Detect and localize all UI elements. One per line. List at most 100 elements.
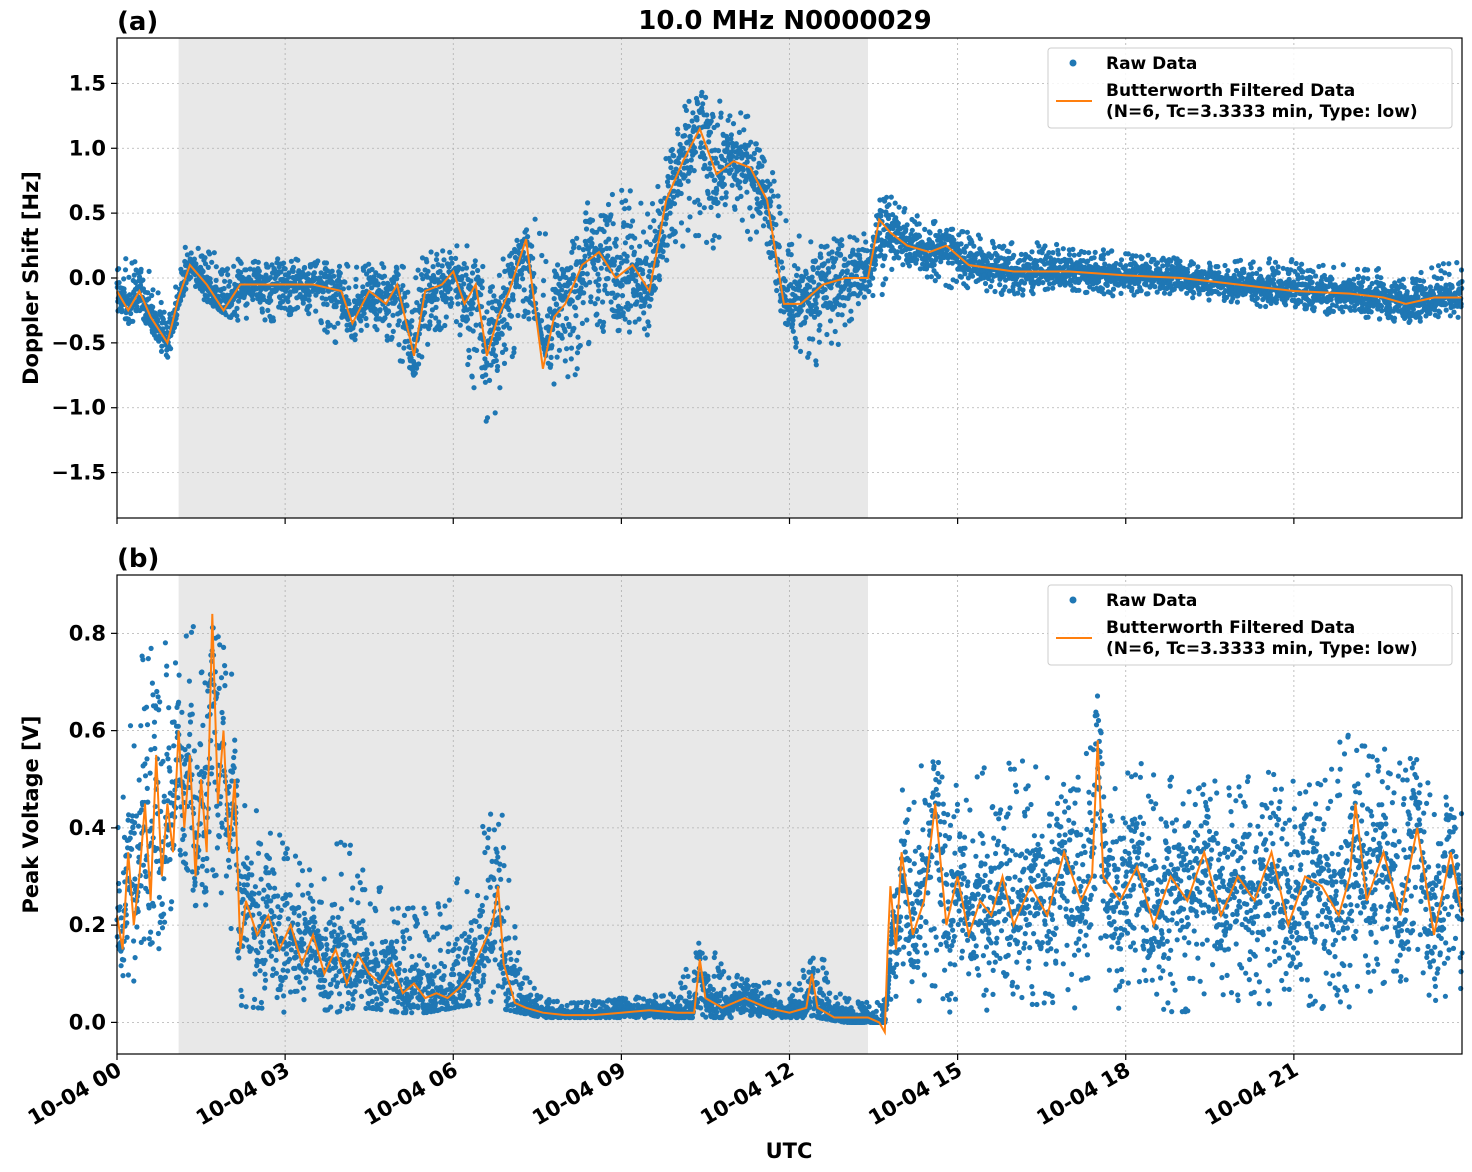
raw-data-point [1257, 303, 1263, 309]
raw-data-point [1354, 266, 1361, 272]
raw-data-point [950, 226, 956, 232]
raw-data-point [578, 285, 584, 291]
raw-data-point [574, 235, 580, 241]
raw-data-point [685, 178, 691, 184]
raw-data-point [744, 189, 750, 195]
raw-data-point [140, 277, 146, 283]
raw-data-point [1375, 266, 1381, 272]
raw-data-point [720, 175, 726, 181]
raw-data-point [669, 146, 676, 153]
raw-data-point [193, 261, 199, 267]
raw-data-point [803, 270, 809, 277]
raw-data-point [394, 276, 400, 282]
raw-data-point [748, 139, 754, 145]
raw-data-point [624, 253, 630, 259]
raw-data-point [686, 98, 692, 104]
raw-data-point [1222, 262, 1228, 269]
raw-data-point [1340, 309, 1346, 315]
raw-data-point [624, 258, 630, 264]
raw-data-point [333, 304, 339, 310]
raw-data-point [863, 239, 869, 245]
raw-data-point [559, 335, 565, 341]
raw-data-point [377, 307, 383, 313]
raw-data-point [342, 279, 348, 285]
raw-data-point [582, 253, 588, 259]
raw-data-point [1237, 257, 1244, 263]
raw-data-point [363, 315, 369, 322]
raw-data-point [641, 310, 647, 316]
raw-data-point [595, 282, 602, 288]
raw-data-point [345, 263, 351, 269]
raw-data-point [514, 237, 520, 243]
raw-data-point [629, 244, 635, 250]
raw-data-point [1330, 308, 1336, 314]
raw-data-point [1034, 263, 1040, 269]
raw-data-point [605, 275, 611, 282]
raw-data-point [715, 148, 722, 154]
raw-data-point [638, 200, 644, 206]
raw-data-point [499, 349, 506, 355]
raw-data-point [610, 290, 616, 296]
raw-data-point [416, 361, 422, 367]
raw-data-point [664, 242, 670, 248]
raw-data-point [1311, 305, 1317, 311]
raw-data-point [478, 292, 484, 298]
raw-data-point [511, 349, 517, 356]
raw-data-point [904, 222, 910, 228]
raw-data-point [585, 200, 591, 206]
raw-data-point [780, 265, 786, 271]
raw-data-point [146, 268, 152, 274]
raw-data-point [390, 312, 396, 318]
raw-data-point [510, 292, 516, 298]
raw-data-point [136, 274, 143, 280]
raw-data-point [1216, 270, 1222, 276]
raw-data-point [664, 257, 670, 263]
raw-data-point [549, 343, 555, 349]
raw-data-point [710, 237, 716, 243]
raw-data-point [155, 316, 161, 322]
raw-data-point [286, 270, 292, 276]
raw-data-point [1160, 263, 1166, 269]
raw-data-point [867, 282, 873, 288]
raw-data-point [1250, 259, 1256, 265]
raw-data-point [466, 354, 472, 360]
raw-data-point [164, 324, 170, 330]
raw-data-point [454, 243, 460, 249]
raw-data-point [646, 303, 653, 309]
raw-data-point [586, 251, 593, 257]
raw-data-point [145, 290, 151, 296]
raw-data-point [483, 372, 489, 378]
raw-data-point [631, 249, 638, 255]
raw-data-point [848, 308, 854, 314]
raw-data-point [613, 243, 619, 249]
raw-data-point [707, 166, 713, 172]
raw-data-point [586, 339, 592, 345]
raw-data-point [595, 271, 601, 277]
raw-data-point [492, 353, 499, 359]
raw-data-point [295, 257, 301, 263]
raw-data-point [644, 332, 650, 338]
raw-data-point [1184, 269, 1191, 275]
raw-data-point [757, 210, 763, 216]
raw-data-point [503, 346, 509, 352]
raw-data-point [501, 360, 508, 366]
raw-data-point [813, 362, 819, 368]
raw-data-point [878, 247, 884, 253]
raw-data-point [1283, 302, 1289, 308]
raw-data-point [525, 309, 531, 315]
raw-data-point [551, 381, 557, 387]
raw-data-point [710, 245, 716, 251]
raw-data-point [733, 141, 739, 147]
raw-data-point [492, 410, 498, 416]
raw-data-point [1133, 253, 1139, 259]
raw-data-point [824, 243, 830, 249]
raw-data-point [463, 265, 470, 271]
raw-data-point [1365, 314, 1371, 320]
raw-data-point [818, 254, 824, 260]
raw-data-point [602, 282, 608, 289]
raw-data-point [128, 310, 134, 317]
raw-data-point [515, 312, 521, 319]
raw-data-point [691, 145, 698, 151]
raw-data-point [227, 279, 233, 285]
raw-data-point [511, 345, 517, 351]
